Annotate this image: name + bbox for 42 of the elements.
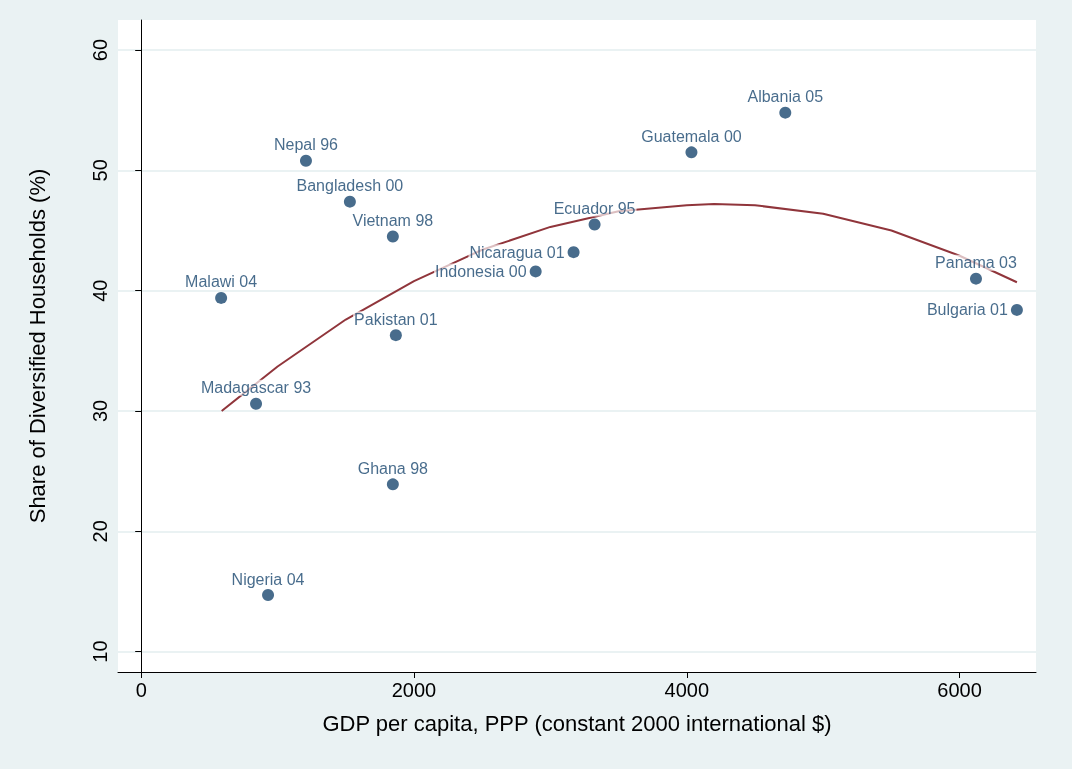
point	[215, 291, 228, 304]
annotation: Panama 03	[935, 254, 1017, 272]
point	[386, 478, 399, 491]
point	[779, 106, 792, 119]
annotation: Madagascar 93	[200, 379, 312, 397]
point	[386, 230, 399, 243]
y-tick-label: 20	[89, 520, 111, 543]
annotation: Bangladesh 00	[296, 177, 404, 195]
y-tick-label: 10	[89, 640, 111, 663]
point	[299, 154, 312, 167]
annotation: Nigeria 04	[231, 570, 305, 588]
annotation: Guatemala 00	[641, 127, 742, 145]
point	[685, 146, 698, 159]
y-tick-label: 30	[89, 399, 111, 423]
annotation: Vietnam 98	[352, 212, 434, 230]
point	[529, 265, 542, 278]
y-tick-label: 60	[89, 38, 111, 62]
point	[567, 246, 580, 259]
point	[969, 272, 982, 285]
y-tick-label: 40	[89, 279, 111, 302]
x-tick-label: 2000	[391, 679, 437, 701]
point	[343, 195, 356, 208]
annotation: Bulgaria 01	[926, 301, 1008, 319]
annotation: Nepal 96	[273, 136, 339, 154]
y-axis-title: Share of Diversified Households (%)	[24, 168, 50, 524]
point	[250, 397, 263, 410]
x-tick-label: 0	[135, 679, 147, 701]
x-tick-label: 6000	[937, 679, 982, 701]
annotation: Malawi 04	[185, 273, 258, 291]
annotation: Ecuador 95	[553, 200, 636, 217]
annotation: Indonesia 00	[435, 262, 527, 280]
annotation: Pakistan 01	[354, 310, 438, 328]
y-tick-label: 50	[89, 159, 111, 182]
annotation: Albania 05	[747, 88, 824, 106]
x-axis-title: GDP per capita, PPP (constant 2000 international $)	[322, 710, 832, 736]
annotation: Ghana 98	[357, 459, 429, 477]
point	[588, 218, 601, 231]
point	[262, 589, 275, 602]
annotation: Nicaragua 01	[469, 243, 565, 261]
point	[389, 329, 402, 342]
x-tick-label: 4000	[664, 679, 710, 701]
point	[1010, 303, 1023, 316]
